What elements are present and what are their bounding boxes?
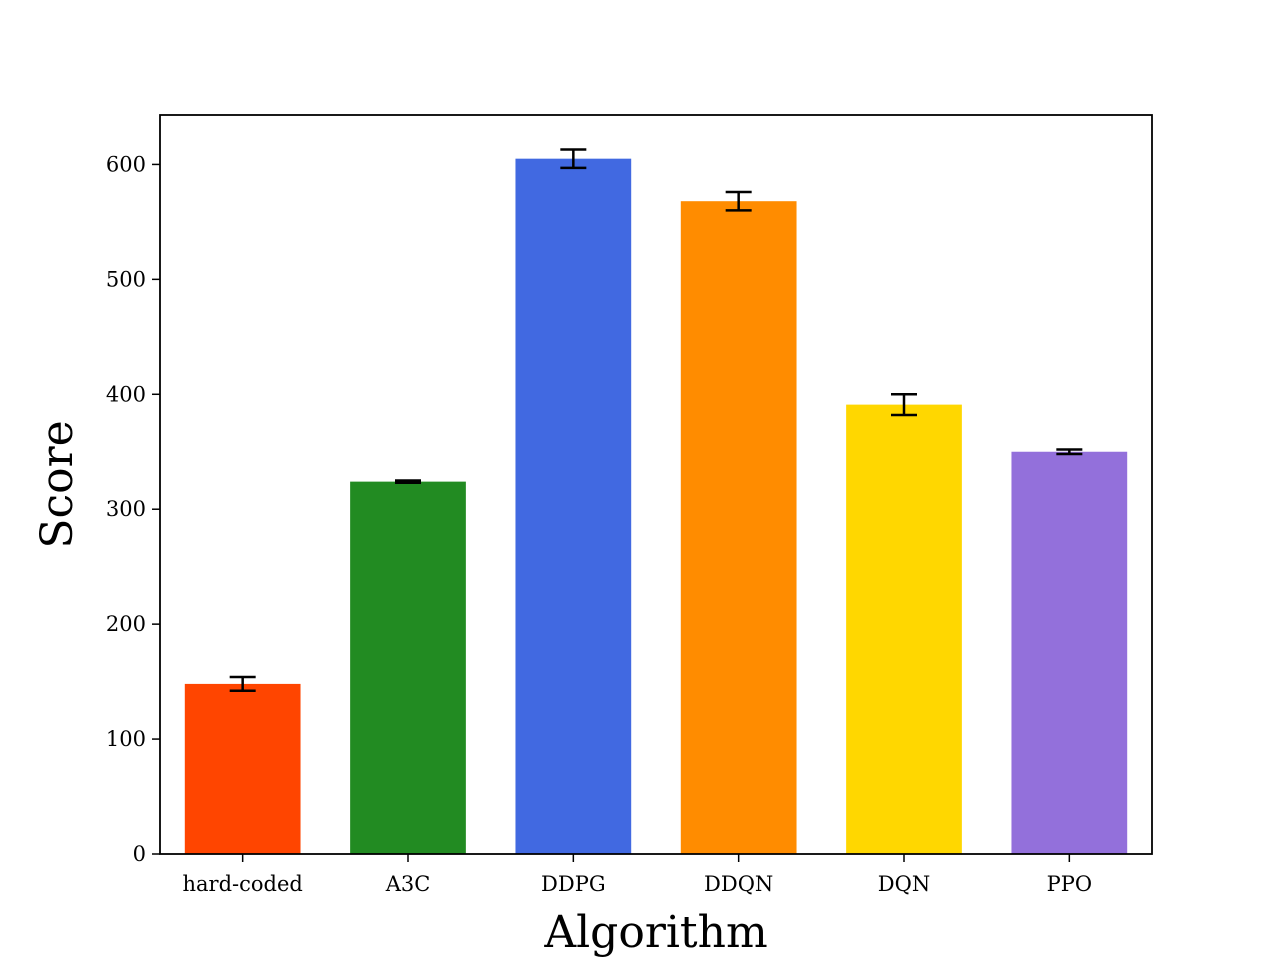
y-tick-label: 500 [106,267,146,291]
error-bar-dqn [891,393,917,417]
x-tick-label: DQN [878,872,930,896]
x-tick-label: PPO [1047,872,1092,896]
y-tick-label: 400 [106,382,146,406]
x-tick-label: DDPG [541,872,606,896]
bar-ppo [1011,451,1128,854]
error-bar-ppo [1056,448,1083,456]
bar-a3c [350,481,466,854]
plot-frame [159,114,1153,855]
y-tick-label: 300 [106,497,146,521]
y-tick-label: 0 [133,842,146,866]
bars-layer [184,158,1128,854]
error-bar-hard-coded [229,675,256,693]
y-tick-label: 600 [106,152,146,176]
x-tick-label: A3C [385,872,431,896]
error-bar-ddqn [725,190,752,212]
y-axis: 0 100 200 300 400 500 600 [106,152,160,866]
bar-ddqn [680,201,797,854]
x-axis: hard-coded A3C DDPG DDQN DQN PPO [182,854,1092,896]
y-axis-label: Score [32,420,83,548]
error-bars-layer [229,148,1083,693]
bar-dqn [846,404,962,854]
bar-hard-coded [184,683,301,854]
error-bar-a3c [395,479,421,485]
x-tick-label: hard-coded [182,872,302,896]
x-axis-label: Algorithm [543,907,767,958]
y-tick-label: 100 [106,727,146,751]
error-bar-ddpg [560,148,587,170]
bar-ddpg [515,158,632,854]
x-tick-label: DDQN [704,872,773,896]
y-tick-label: 200 [106,612,146,636]
